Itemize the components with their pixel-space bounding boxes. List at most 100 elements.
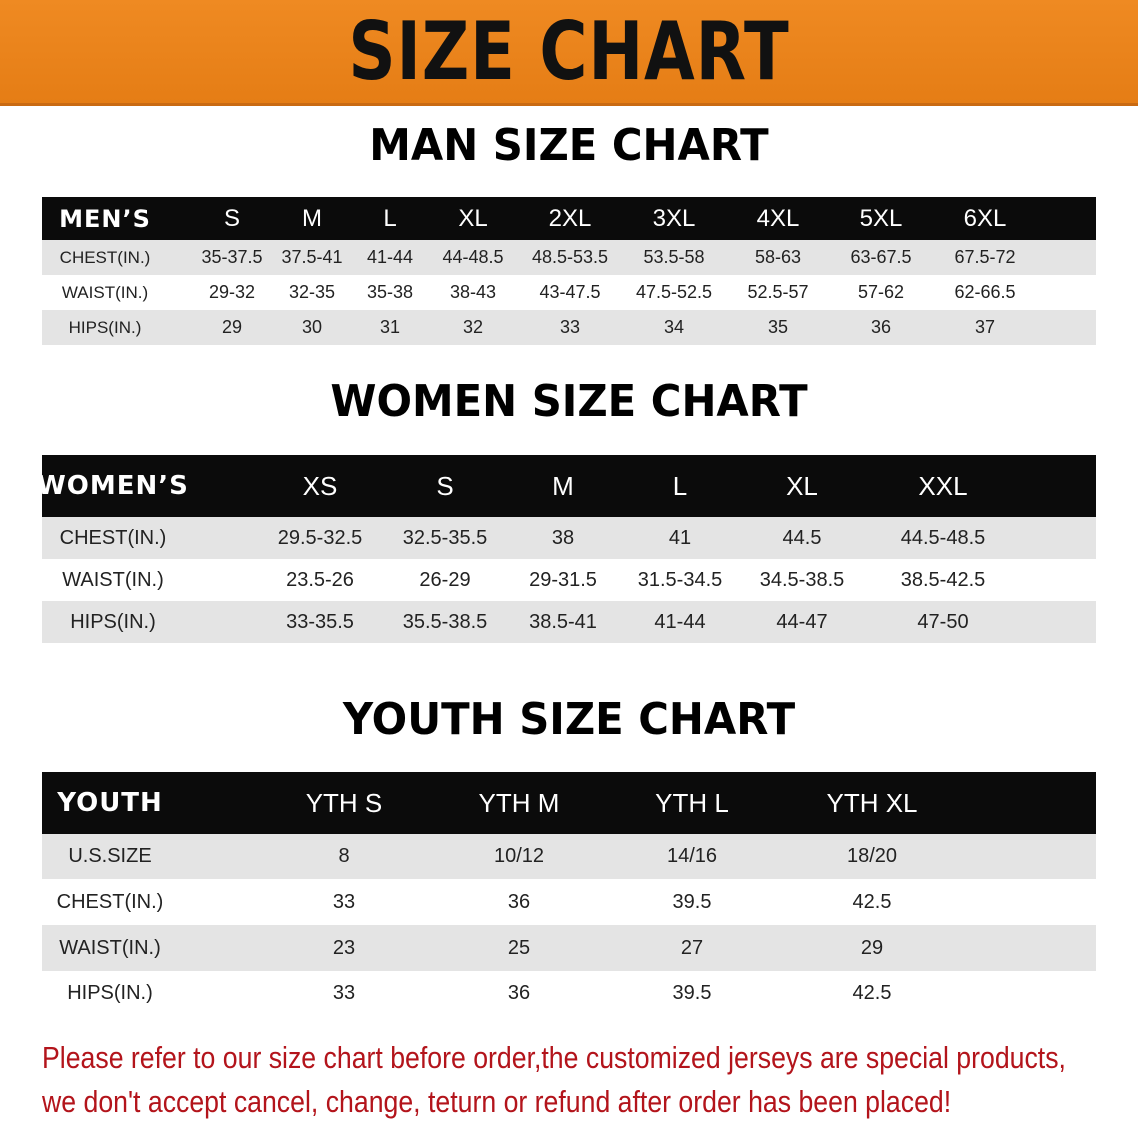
page-title: SIZE CHART [348,5,790,98]
measurement-cell: 41-44 [654,610,706,633]
table-title-cell: MEN’S [59,204,151,233]
measurement-cell: 31 [379,317,401,337]
size-header-cell: YTH XL [826,787,918,818]
measurement-cell: 35-38 [366,282,414,302]
table-header-row: MEN’S S M L XL 2XL 3XL 4XL 5XL 6XL [42,197,1096,240]
row-label: WAIST(IN.) [62,568,164,591]
women-size-table: WOMEN’S XS S M L XL XXL CHEST(IN.) 29.5-32.5 32.5… [37,455,1096,643]
measurement-cell: 39.5 [672,982,712,1004]
measurement-cell: 30 [301,317,323,337]
measurement-cell: 44-47 [776,610,828,633]
measurement-cell: 26-29 [419,568,471,591]
size-header-cell: XL [786,470,818,501]
measurement-cell: 47.5-52.5 [635,282,713,302]
measurement-cell: 42.5 [852,982,892,1004]
row-label: HIPS(IN.) [67,982,153,1004]
measurement-cell: 29.5-32.5 [277,526,363,549]
table-header-row: YOUTH YTH S YTH M YTH L YTH XL [42,772,1096,834]
measurement-cell: 47-50 [917,610,969,633]
size-chart-banner: SIZE CHART [0,0,1138,106]
measurement-cell: 23 [332,936,356,959]
size-header-cell: XL [458,204,488,232]
row-label: CHEST(IN.) [56,890,164,913]
measurement-cell: 44.5-48.5 [900,526,986,549]
row-label: U.S.SIZE [68,845,152,867]
size-header-cell: 5XL [859,204,903,232]
measurement-cell: 44.5 [782,526,822,549]
youth-size-table: YOUTH YTH S YTH M YTH L YTH XL U.S.SIZE 8 10/12… [42,772,1096,1016]
size-header-cell: L [672,470,688,501]
table-row: HIPS(IN.) 33 36 39.5 42.5 [42,971,1096,1016]
measurement-cell: 35 [767,317,789,337]
table-row: WAIST(IN.) 23.5-26 26-29 29-31.5 31.5-34.5 34… [42,559,1096,601]
size-header-cell: M [302,204,322,232]
measurement-cell: 8 [338,845,350,867]
measurement-cell: 41-44 [366,247,414,267]
measurement-cell: 32-35 [288,282,336,302]
measurement-cell: 38 [551,526,575,549]
measurement-cell: 38-43 [449,282,497,302]
women-section-title: WOMEN SIZE CHART [330,376,808,427]
measurement-cell: 67.5-72 [954,247,1016,267]
measurement-cell: 33 [332,982,356,1004]
size-header-cell: 6XL [963,204,1007,232]
men-size-table: MEN’S S M L XL 2XL 3XL 4XL 5XL 6XL CHEST(IN.) 35-37… [42,197,1096,345]
measurement-cell: 25 [507,936,531,959]
measurement-cell: 18/20 [846,845,898,867]
measurement-cell: 34 [663,317,685,337]
measurement-cell: 39.5 [672,890,712,913]
measurement-cell: 53.5-58 [643,247,705,267]
notice-line-2: we don't accept cancel, change, teturn o… [42,1084,952,1119]
measurement-cell: 62-66.5 [954,282,1016,302]
table-row: WAIST(IN.) 23 25 27 29 [42,925,1096,971]
measurement-cell: 48.5-53.5 [531,247,609,267]
size-header-cell: L [383,204,397,232]
measurement-cell: 29 [221,317,243,337]
measurement-cell: 32.5-35.5 [402,526,488,549]
row-label: CHEST(IN.) [59,526,167,549]
measurement-cell: 63-67.5 [850,247,912,267]
measurement-cell: 33 [332,890,356,913]
men-section-title: MAN SIZE CHART [369,120,769,171]
measurement-cell: 27 [680,936,704,959]
measurement-cell: 38.5-42.5 [900,568,986,591]
size-header-cell: 4XL [756,204,800,232]
measurement-cell: 35-37.5 [201,247,263,267]
notice-line-1: Please refer to our size chart before or… [42,1040,1066,1075]
order-notice: Please refer to our size chart before or… [42,1036,1066,1124]
row-label: WAIST(IN.) [59,936,161,959]
size-header-cell: M [552,470,574,501]
youth-section-title: YOUTH SIZE CHART [342,694,796,745]
measurement-cell: 58-63 [754,247,802,267]
table-header-row: WOMEN’S XS S M L XL XXL [37,455,1096,517]
measurement-cell: 10/12 [493,845,545,867]
table-row: WAIST(IN.) 29-32 32-35 35-38 38-43 43-47.5 47.… [42,275,1096,310]
measurement-cell: 31.5-34.5 [637,568,723,591]
table-title-cell: YOUTH [57,788,163,818]
measurement-cell: 32 [462,317,484,337]
size-header-cell: YTH S [305,787,383,818]
measurement-cell: 37.5-41 [281,247,343,267]
row-label: HIPS(IN.) [68,317,142,337]
measurement-cell: 42.5 [852,890,892,913]
measurement-cell: 35.5-38.5 [402,610,488,633]
measurement-cell: 41 [668,526,692,549]
measurement-cell: 14/16 [666,845,718,867]
table-row: CHEST(IN.) 29.5-32.5 32.5-35.5 38 41 44.5 44.5… [42,517,1096,559]
measurement-cell: 29 [860,936,884,959]
measurement-cell: 29-32 [208,282,256,302]
size-header-cell: XS [302,470,338,501]
size-header-cell: YTH M [478,787,560,818]
measurement-cell: 33-35.5 [286,610,354,633]
size-header-cell: S [223,204,241,232]
measurement-cell: 36 [507,890,531,913]
size-header-cell: S [436,470,454,501]
row-label: WAIST(IN.) [61,282,149,302]
size-header-cell: 2XL [548,204,592,232]
measurement-cell: 57-62 [857,282,905,302]
measurement-cell: 43-47.5 [539,282,601,302]
measurement-cell: 23.5-26 [286,568,354,591]
measurement-cell: 44-48.5 [442,247,504,267]
measurement-cell: 33 [559,317,581,337]
table-title-cell: WOMEN’S [37,471,189,501]
